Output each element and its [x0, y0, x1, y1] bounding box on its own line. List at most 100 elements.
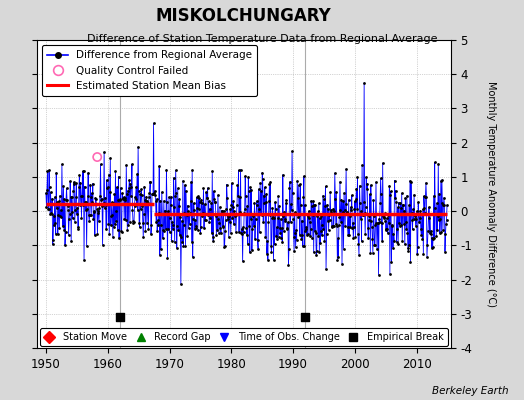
Point [442, 217, 451, 223]
Point [140, 197, 149, 203]
Point [65, 216, 73, 222]
Point [249, 213, 257, 219]
Point [387, 188, 395, 194]
Point [420, 193, 428, 199]
Point [62, 196, 70, 203]
Point [216, 224, 225, 231]
Point [101, 205, 109, 212]
Point [79, 168, 88, 174]
Point [89, 180, 97, 187]
Point [379, 213, 387, 220]
Point [347, 192, 356, 198]
Point [211, 199, 220, 206]
Point [304, 208, 313, 214]
Point [210, 196, 219, 202]
Point [396, 200, 405, 206]
Point [424, 214, 433, 221]
Point [131, 194, 139, 200]
Point [62, 185, 71, 191]
Point [402, 226, 410, 232]
Point [81, 199, 89, 205]
Point [43, 187, 51, 193]
Point [138, 203, 146, 209]
Point [247, 187, 256, 193]
Point [139, 211, 148, 217]
Point [252, 216, 260, 222]
Point [72, 180, 81, 186]
Point [332, 221, 340, 227]
Point [426, 211, 434, 217]
Point [77, 193, 85, 200]
Point [384, 212, 392, 218]
Point [176, 232, 184, 238]
Point [225, 213, 233, 220]
Point [99, 242, 107, 248]
Point [419, 251, 428, 257]
Point [156, 197, 165, 204]
Point [308, 234, 316, 241]
Point [324, 206, 332, 212]
Point [340, 245, 348, 252]
Point [185, 211, 193, 217]
Point [119, 196, 127, 202]
Point [79, 202, 87, 208]
Point [178, 239, 187, 245]
Point [238, 226, 246, 232]
Point [203, 185, 212, 191]
Point [188, 238, 196, 245]
Point [348, 220, 357, 226]
Point [254, 237, 262, 243]
Point [333, 222, 341, 229]
Point [275, 234, 283, 240]
Point [287, 201, 295, 208]
Point [271, 206, 280, 212]
Point [381, 226, 390, 233]
Point [341, 207, 349, 213]
Point [108, 234, 117, 240]
Point [180, 210, 189, 216]
Point [58, 161, 66, 168]
Point [206, 215, 214, 222]
Point [433, 227, 441, 234]
Point [418, 211, 426, 217]
Point [365, 217, 373, 223]
Point [206, 210, 215, 217]
Point [333, 257, 342, 264]
Point [403, 230, 411, 236]
Point [256, 210, 265, 217]
Point [170, 204, 178, 210]
Point [68, 209, 77, 215]
Point [216, 204, 224, 210]
Point [93, 154, 102, 160]
Point [434, 161, 442, 167]
Point [302, 226, 311, 232]
Point [205, 219, 213, 226]
Title: MISKOLCHUNGARY: MISKOLCHUNGARY [156, 6, 332, 24]
Point [103, 185, 112, 192]
Point [169, 175, 178, 181]
Point [93, 206, 101, 212]
Point [360, 80, 368, 86]
Point [357, 208, 365, 214]
Point [169, 226, 177, 232]
Point [307, 198, 315, 204]
Point [104, 220, 113, 227]
Point [46, 184, 54, 190]
Point [76, 202, 84, 209]
Point [409, 206, 417, 213]
Point [127, 184, 136, 190]
Point [147, 231, 155, 237]
Point [265, 198, 273, 204]
Point [405, 242, 413, 248]
Point [342, 200, 350, 207]
Point [355, 182, 364, 189]
Point [147, 222, 156, 228]
Point [111, 168, 119, 175]
Point [395, 220, 403, 226]
Point [378, 160, 387, 166]
Point [379, 214, 388, 220]
Point [191, 217, 200, 223]
Point [297, 236, 305, 242]
Point [143, 220, 151, 227]
Point [375, 216, 383, 222]
